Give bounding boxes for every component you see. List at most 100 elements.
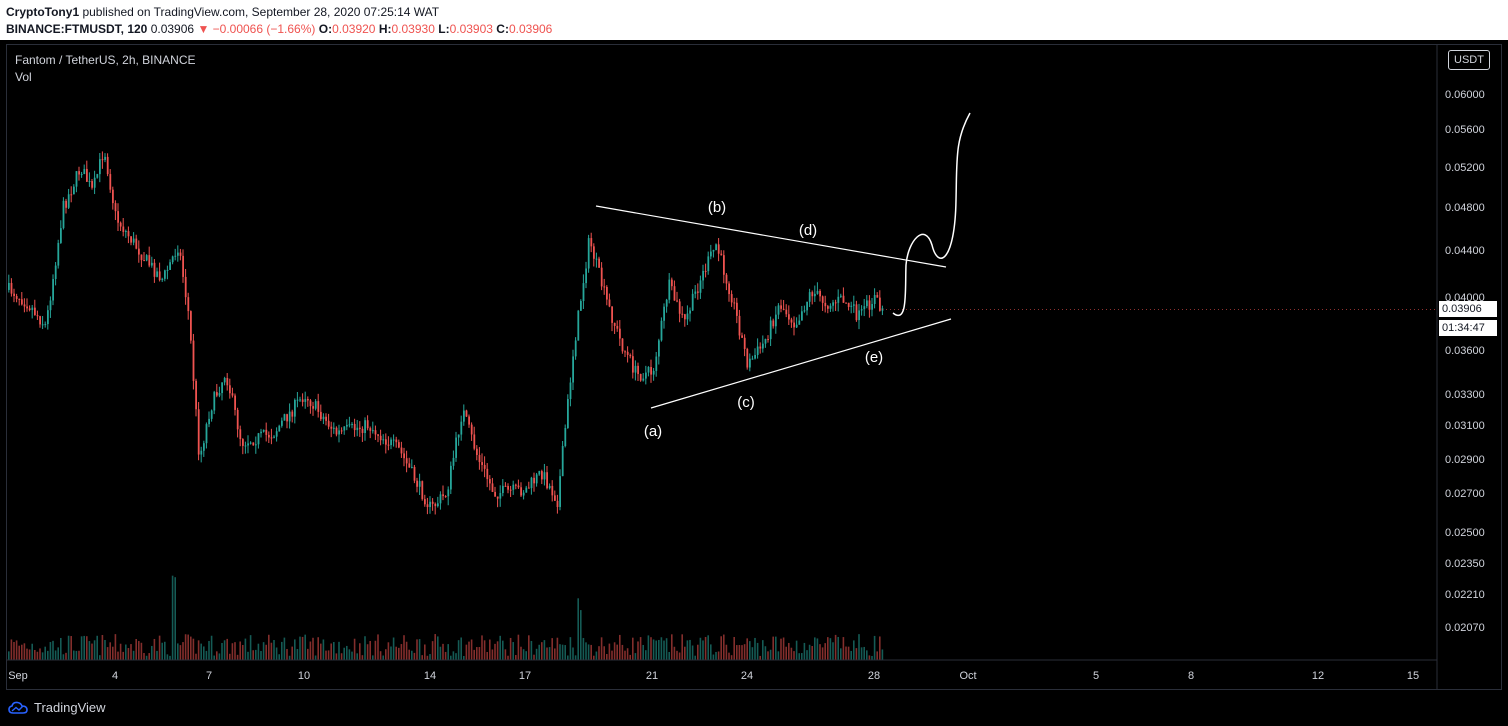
candle-body	[522, 492, 525, 496]
volume-bar	[67, 635, 70, 660]
candle-body	[834, 302, 837, 304]
candle-body	[104, 156, 106, 160]
volume-bar	[603, 646, 605, 660]
volume-bar	[450, 655, 452, 660]
candle-body	[294, 399, 296, 417]
volume-bar	[717, 651, 720, 660]
volume-bar	[353, 638, 356, 660]
author-name[interactable]: CryptoTony1	[6, 5, 80, 19]
chart-frame	[6, 44, 1502, 690]
volume-bar	[366, 644, 369, 660]
candle-body	[452, 457, 455, 466]
volume-bar	[637, 641, 639, 660]
volume-bar	[676, 650, 678, 660]
candle-body	[816, 290, 819, 294]
volume-bar	[28, 649, 31, 660]
last-value: 0.03906	[150, 22, 195, 36]
volume-bar	[632, 637, 634, 660]
candle-body	[322, 416, 325, 420]
candle-body	[829, 305, 832, 309]
volume-bars	[8, 575, 884, 660]
candle-body	[650, 366, 652, 375]
volume-bar	[104, 639, 106, 660]
candle-body	[595, 258, 598, 260]
candle-body	[723, 255, 725, 275]
candle-body	[229, 385, 231, 394]
volume-bar	[156, 650, 158, 660]
currency-button[interactable]: USDT	[1448, 50, 1490, 70]
candle-body	[205, 424, 208, 444]
volume-bar	[863, 646, 865, 660]
volume-bar	[652, 639, 655, 660]
volume-bar	[262, 642, 265, 660]
candle-body	[405, 458, 408, 464]
candle-body	[112, 189, 114, 204]
volume-bar	[247, 651, 249, 660]
candle-body	[801, 311, 803, 321]
time-tick-label: 28	[868, 670, 880, 682]
candle-body	[62, 200, 65, 229]
volume-bar	[541, 642, 543, 660]
volume-bar	[385, 649, 387, 660]
volume-bar	[785, 646, 787, 660]
volume-bar	[166, 654, 169, 660]
volume-bar	[686, 640, 689, 660]
volume-bar	[447, 644, 449, 660]
volume-bar	[559, 644, 561, 660]
candle-body	[359, 427, 361, 429]
volume-bar	[468, 641, 470, 660]
volume-bar	[476, 647, 478, 660]
volume-bar	[47, 650, 49, 660]
volume-bar	[312, 637, 314, 660]
volume-bar	[252, 650, 254, 660]
candle-body	[239, 429, 242, 440]
volume-bar	[359, 643, 361, 660]
volume-bar	[41, 652, 44, 660]
volume-bar	[148, 653, 150, 660]
candle-body	[860, 309, 863, 311]
volume-bar	[21, 644, 23, 660]
volume-bar	[759, 655, 761, 660]
candle-body	[275, 431, 278, 437]
volume-bar	[655, 640, 657, 660]
volume-bar	[806, 650, 808, 660]
volume-bar	[517, 634, 520, 660]
candle-body	[418, 481, 421, 487]
triangle-upper-line	[595, 205, 947, 268]
candle-body	[187, 297, 190, 312]
candle-body	[395, 439, 398, 443]
candle-body	[429, 501, 431, 508]
volume-bar	[434, 634, 436, 660]
volume-bar	[730, 655, 733, 660]
low-value: 0.03903	[449, 22, 493, 36]
volume-bar	[195, 653, 197, 660]
drawings: (a) (b) (c) (d) (e)	[595, 112, 1437, 440]
projection-path	[892, 112, 971, 317]
candle-body	[478, 454, 481, 463]
volume-bar	[234, 642, 236, 660]
candle-body	[515, 484, 517, 486]
volume-bar	[426, 655, 429, 660]
volume-bar	[314, 655, 317, 660]
tradingview-logo[interactable]: TradingView	[8, 700, 106, 715]
volume-bar	[769, 649, 772, 660]
volume-bar	[330, 643, 332, 660]
volume-bar	[824, 643, 826, 660]
volume-bar	[364, 636, 366, 660]
candle-body	[632, 356, 634, 373]
candle-body	[785, 309, 788, 315]
candle-body	[296, 399, 299, 401]
candle-body	[733, 302, 736, 304]
volume-bar	[187, 634, 189, 660]
candle-body	[798, 320, 801, 325]
wave-label: (b)	[708, 199, 726, 216]
candle-body	[756, 346, 759, 355]
volume-bar	[772, 636, 774, 660]
candle-body	[504, 485, 507, 487]
volume-bar	[733, 636, 735, 660]
volume-bar	[868, 655, 871, 660]
candle-body	[44, 324, 47, 326]
candle-body	[639, 374, 642, 381]
volume-bar	[642, 644, 644, 660]
